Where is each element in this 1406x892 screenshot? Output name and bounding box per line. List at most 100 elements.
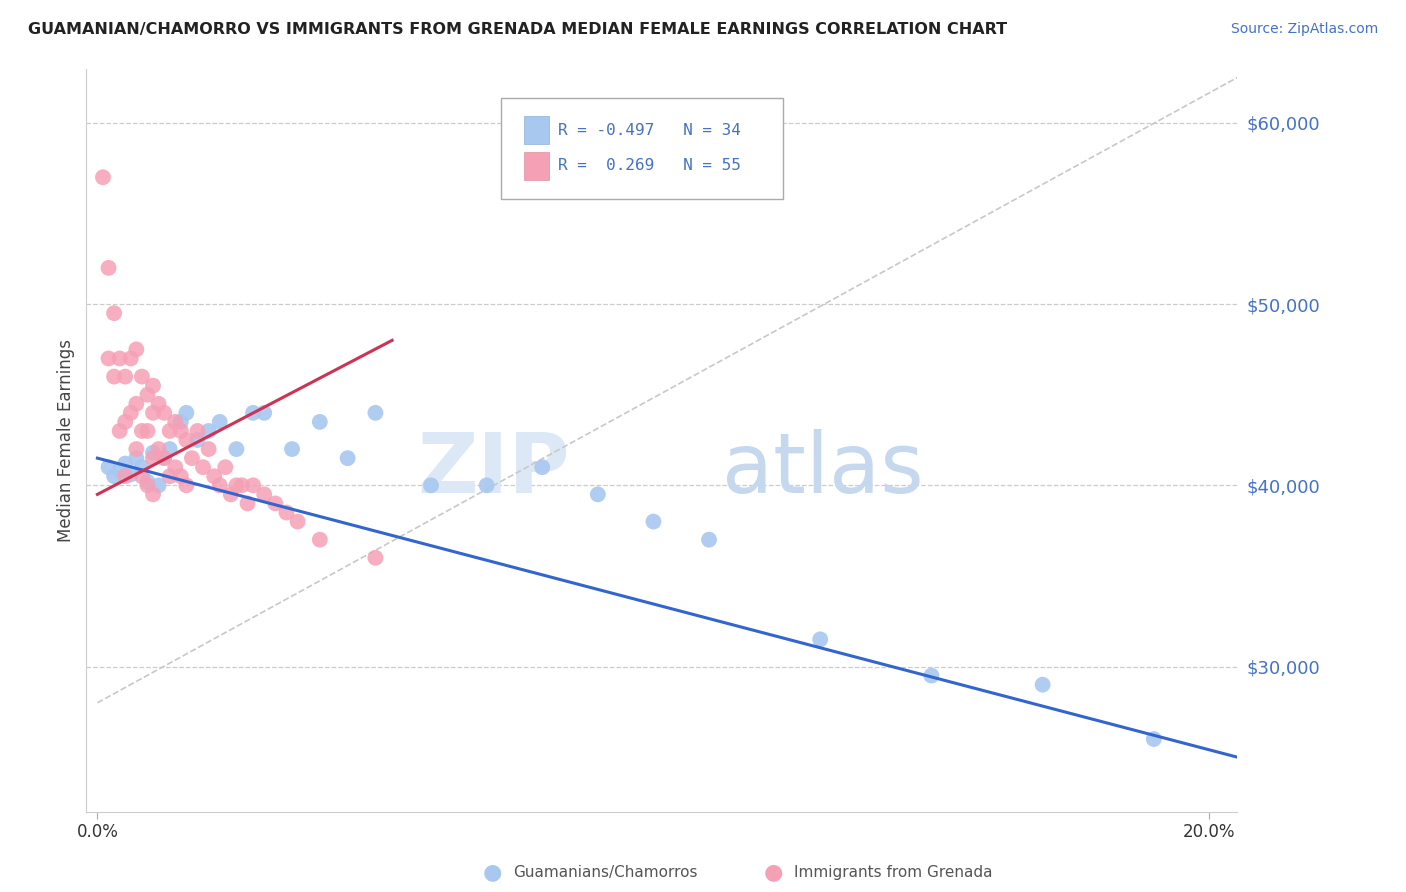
Point: [136, 478, 159, 492]
Point: [120, 406, 142, 420]
Point: [97, 260, 120, 275]
Point: [170, 469, 193, 483]
Text: Guamanians/Chamorros: Guamanians/Chamorros: [513, 865, 697, 880]
Point: [131, 424, 153, 438]
Point: [114, 469, 136, 483]
Point: [148, 442, 170, 456]
Point: [125, 451, 148, 466]
Point: [103, 369, 125, 384]
Point: [186, 433, 208, 447]
Point: [103, 306, 125, 320]
Point: [176, 433, 198, 447]
Point: [170, 424, 193, 438]
Point: [165, 460, 187, 475]
Point: [475, 478, 498, 492]
Point: [420, 478, 443, 492]
Point: [153, 406, 176, 420]
Point: [114, 415, 136, 429]
Text: ZIP: ZIP: [418, 429, 569, 510]
Point: [131, 369, 153, 384]
Point: [1032, 678, 1054, 692]
Point: [253, 406, 276, 420]
Text: Source: ZipAtlas.com: Source: ZipAtlas.com: [1230, 22, 1378, 37]
Point: [136, 424, 159, 438]
Point: [120, 467, 142, 482]
Point: [208, 415, 231, 429]
FancyBboxPatch shape: [501, 98, 783, 199]
Point: [1143, 732, 1166, 747]
Point: [202, 469, 225, 483]
Point: [197, 442, 219, 456]
Point: [225, 478, 247, 492]
Point: [531, 460, 554, 475]
Point: [142, 446, 165, 460]
Point: [91, 170, 114, 185]
Point: [276, 506, 298, 520]
Point: [159, 469, 181, 483]
Point: [142, 487, 165, 501]
Point: [136, 388, 159, 402]
Point: [219, 487, 242, 501]
Point: [108, 464, 131, 478]
Point: [159, 424, 181, 438]
Point: [142, 378, 165, 392]
Point: [148, 478, 170, 492]
Point: [697, 533, 720, 547]
Point: [159, 442, 181, 456]
Bar: [523, 152, 548, 180]
Point: [264, 496, 287, 510]
Point: [153, 451, 176, 466]
Point: [176, 478, 198, 492]
Text: R = -0.497   N = 34: R = -0.497 N = 34: [558, 123, 741, 137]
Point: [97, 351, 120, 366]
Point: [231, 478, 253, 492]
Point: [176, 406, 198, 420]
Point: [108, 424, 131, 438]
Point: [120, 351, 142, 366]
Point: [308, 533, 330, 547]
Point: [225, 442, 247, 456]
Point: [97, 460, 120, 475]
Text: ●: ●: [763, 863, 783, 882]
Point: [242, 478, 264, 492]
Y-axis label: Median Female Earnings: Median Female Earnings: [58, 339, 75, 541]
Text: R =  0.269   N = 55: R = 0.269 N = 55: [558, 159, 741, 173]
Point: [336, 451, 359, 466]
Point: [308, 415, 330, 429]
Point: [131, 469, 153, 483]
Point: [103, 469, 125, 483]
Point: [364, 550, 387, 565]
Text: GUAMANIAN/CHAMORRO VS IMMIGRANTS FROM GRENADA MEDIAN FEMALE EARNINGS CORRELATION: GUAMANIAN/CHAMORRO VS IMMIGRANTS FROM GR…: [28, 22, 1007, 37]
Point: [208, 478, 231, 492]
Point: [920, 668, 942, 682]
Point: [148, 397, 170, 411]
Point: [181, 451, 204, 466]
Point: [643, 515, 665, 529]
Point: [131, 460, 153, 475]
Text: Immigrants from Grenada: Immigrants from Grenada: [794, 865, 993, 880]
Point: [142, 406, 165, 420]
Point: [253, 487, 276, 501]
Point: [170, 415, 193, 429]
Point: [586, 487, 609, 501]
Point: [114, 457, 136, 471]
Point: [808, 632, 831, 647]
Point: [125, 397, 148, 411]
Point: [186, 424, 208, 438]
Text: atlas: atlas: [723, 429, 924, 510]
Point: [142, 451, 165, 466]
Text: ●: ●: [482, 863, 502, 882]
Bar: [523, 116, 548, 145]
Point: [136, 475, 159, 489]
Point: [281, 442, 304, 456]
Point: [125, 442, 148, 456]
Point: [125, 343, 148, 357]
Point: [165, 415, 187, 429]
Point: [242, 406, 264, 420]
Point: [191, 460, 214, 475]
Point: [236, 496, 259, 510]
Point: [108, 351, 131, 366]
Point: [364, 406, 387, 420]
Point: [114, 369, 136, 384]
Point: [153, 451, 176, 466]
